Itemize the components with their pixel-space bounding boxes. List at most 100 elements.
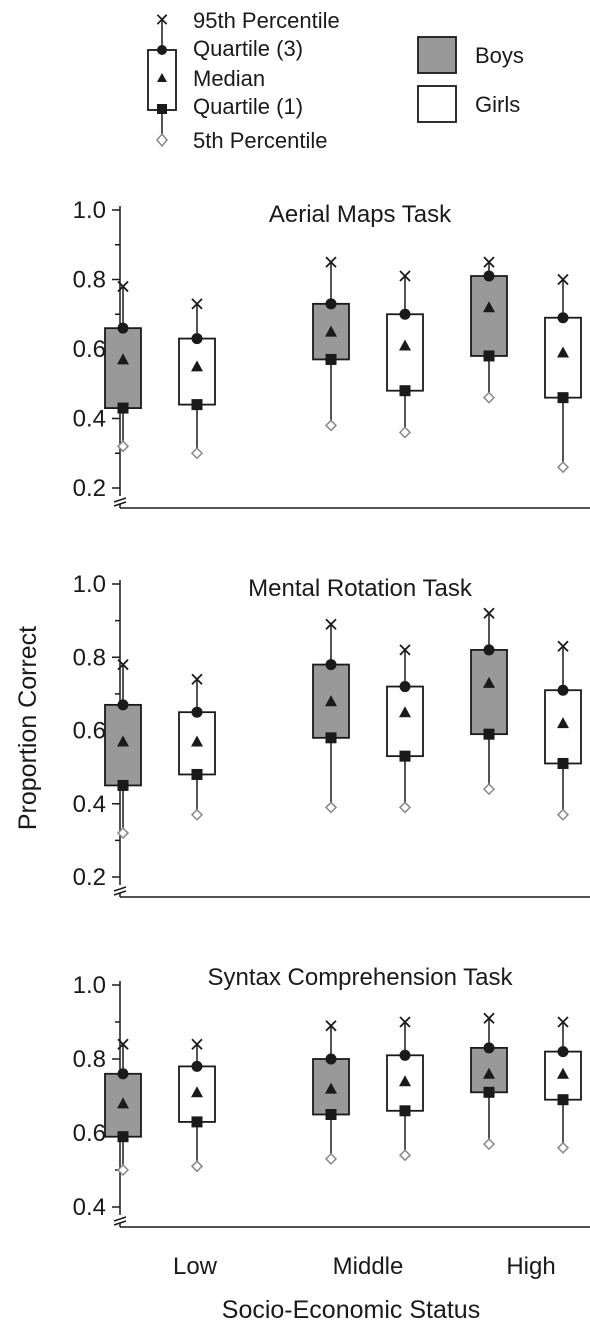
q1-marker <box>191 1116 203 1128</box>
q3-marker <box>325 659 337 671</box>
y-tick-label: 0.4 <box>73 406 106 433</box>
boys-box-middle <box>312 618 350 814</box>
q3-marker <box>117 699 129 711</box>
p95-marker <box>483 607 495 619</box>
p5-marker <box>324 419 338 432</box>
p95-marker <box>191 298 203 310</box>
q1-marker <box>557 757 569 769</box>
panel-title: Mental Rotation Task <box>248 575 473 602</box>
girls-box-low <box>178 1038 216 1173</box>
legend-q1-label: Quartile (1) <box>193 94 303 119</box>
q1-marker <box>117 1131 129 1143</box>
q1-marker <box>483 1086 495 1098</box>
median-marker <box>399 706 411 718</box>
median-marker <box>191 360 203 372</box>
q3-marker <box>117 1068 129 1080</box>
p5-marker <box>398 1149 412 1162</box>
q3-marker <box>483 1042 495 1054</box>
p95-marker <box>483 256 495 268</box>
median-marker <box>557 346 569 358</box>
q3-marker <box>483 644 495 656</box>
x-category-label: Middle <box>333 1253 404 1280</box>
iqr-box <box>470 649 508 736</box>
legend-p95-marker: ✕ <box>154 10 169 30</box>
p95-marker <box>399 270 411 282</box>
panel-title: Aerial Maps Task <box>269 201 452 228</box>
median-marker <box>117 1097 129 1109</box>
q1-marker <box>191 768 203 780</box>
boys-box-high <box>470 607 508 796</box>
iqr-box <box>386 313 424 392</box>
p95-marker <box>557 640 569 652</box>
y-tick-label: 0.4 <box>73 1194 106 1221</box>
girls-box-low <box>178 673 216 821</box>
p5-marker <box>398 426 412 439</box>
y-tick-label: 0.2 <box>73 864 106 891</box>
p5-marker <box>482 391 496 404</box>
q3-marker <box>399 681 411 693</box>
boys-box-low <box>104 1038 142 1177</box>
median-marker <box>117 353 129 365</box>
legend-girls-swatch <box>417 85 457 123</box>
girls-box-middle <box>386 1016 424 1162</box>
p95-marker <box>325 618 337 630</box>
y-axis-title: Proportion Correct <box>14 626 42 830</box>
q3-marker <box>399 1049 411 1061</box>
legend-p5-marker <box>156 132 168 148</box>
p95-marker <box>325 1020 337 1032</box>
x-axis-title: Socio-Economic Status <box>222 1296 480 1324</box>
panel-title: Syntax Comprehension Task <box>207 964 513 991</box>
q1-marker <box>399 385 411 397</box>
q3-marker <box>325 298 337 310</box>
p5-marker <box>482 783 496 796</box>
median-marker <box>557 1067 569 1079</box>
girls-box-high <box>544 1016 582 1154</box>
iqr-box <box>104 327 142 409</box>
girls-box-middle <box>386 270 424 439</box>
boys-box-low <box>104 658 142 840</box>
q3-marker <box>483 270 495 282</box>
girls-box-high <box>544 640 582 821</box>
boys-box-high <box>470 1012 508 1151</box>
median-marker <box>557 717 569 729</box>
median-marker <box>399 339 411 351</box>
q3-marker <box>557 684 569 696</box>
panel-1: Mental Rotation Task 0.2 0.4 0.6 0.8 1.0 <box>73 571 590 898</box>
p5-marker <box>324 801 338 814</box>
p95-marker <box>191 673 203 685</box>
x-category-label: Low <box>173 1253 218 1280</box>
p95-marker <box>117 658 129 671</box>
q3-marker <box>325 1053 337 1065</box>
q1-marker <box>117 779 129 791</box>
q3-marker <box>191 1060 203 1072</box>
legend-q3-marker <box>157 45 167 55</box>
q1-marker <box>325 732 337 744</box>
boys-box-low <box>104 280 142 453</box>
median-marker <box>483 1067 495 1079</box>
p5-marker <box>116 826 130 840</box>
y-tick-label: 1.0 <box>73 197 106 224</box>
boys-box-high <box>470 256 508 404</box>
median-marker <box>191 735 203 747</box>
median-marker <box>325 325 337 337</box>
x-category-label: High <box>506 1253 555 1280</box>
p95-marker <box>117 280 129 293</box>
median-marker <box>191 1086 203 1098</box>
q1-marker <box>483 350 495 362</box>
q3-marker <box>557 312 569 324</box>
boys-box-middle <box>312 1020 350 1165</box>
iqr-box <box>178 337 216 406</box>
p5-marker <box>116 1163 130 1177</box>
y-tick-label: 0.8 <box>73 1046 106 1073</box>
median-marker <box>117 735 129 747</box>
median-marker <box>483 676 495 688</box>
y-tick-label: 0.6 <box>73 336 106 363</box>
q1-marker <box>117 402 129 414</box>
p5-marker <box>324 1152 338 1165</box>
q1-marker <box>399 750 411 762</box>
p5-marker <box>482 1138 496 1151</box>
y-tick-label: 0.6 <box>73 1120 106 1147</box>
q1-marker <box>399 1105 411 1117</box>
y-tick-label: 0.2 <box>73 475 106 502</box>
